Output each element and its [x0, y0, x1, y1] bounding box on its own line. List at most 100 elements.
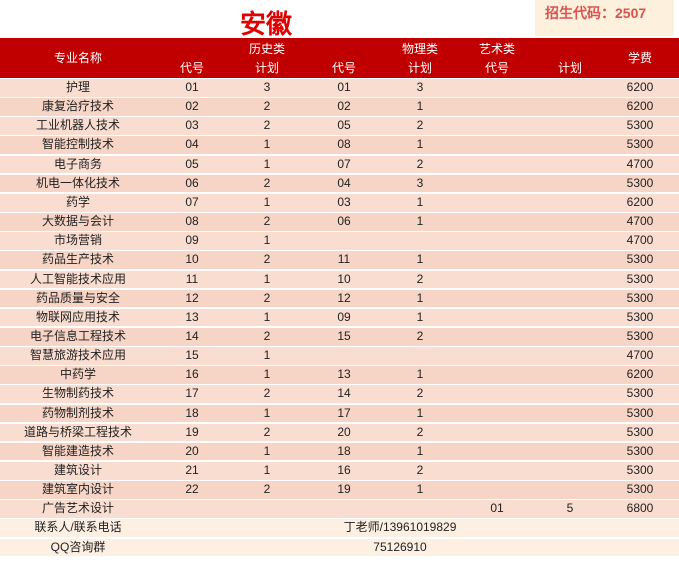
row-bg: [0, 155, 679, 174]
major-name: 智能控制技术: [41, 137, 115, 152]
cell: 1: [416, 99, 424, 114]
footer-value: 丁老师/13961019829: [343, 520, 457, 535]
cell: 5300: [626, 118, 654, 133]
major-name: 中药学: [59, 367, 97, 382]
cell: 2: [263, 424, 271, 439]
cell: 1: [416, 482, 424, 497]
major-name: 药品生产技术: [41, 252, 115, 267]
major-name: 电子商务: [53, 156, 103, 171]
cell: 1: [263, 309, 271, 324]
cell: 5300: [626, 271, 654, 286]
header-cell: 专业名称: [53, 51, 103, 65]
row-bg: [0, 423, 679, 442]
major-name: 市场营销: [53, 233, 103, 248]
cell: 2: [263, 252, 271, 267]
cell: 2: [263, 290, 271, 305]
title: 安徽: [240, 9, 293, 39]
cell: 16: [185, 367, 199, 382]
cell: 5300: [626, 443, 654, 458]
cell: 2: [416, 118, 424, 133]
cell: 07: [337, 156, 351, 171]
cell: 02: [337, 99, 351, 114]
major-name: 人工智能技术应用: [29, 271, 127, 286]
cell: 17: [337, 405, 351, 420]
cell: 1: [416, 137, 424, 152]
major-name: 电子信息工程技术: [29, 328, 127, 343]
enroll-code: 招生代码：2507: [545, 5, 647, 21]
header-band: [0, 38, 679, 78]
cell: 1: [416, 367, 424, 382]
cell: 2: [263, 328, 271, 343]
cell: 1: [416, 309, 424, 324]
cell: 5300: [626, 424, 654, 439]
cell: 5300: [626, 482, 654, 497]
cell: 1: [416, 194, 424, 209]
cell: 6800: [626, 501, 654, 516]
sub-header: 代号: [484, 61, 510, 75]
cell: 04: [185, 137, 199, 152]
cell: 2: [263, 99, 271, 114]
cell: 06: [185, 175, 199, 190]
cell: 09: [337, 309, 351, 324]
cell: 07: [185, 194, 199, 209]
footer-value: 75126910: [373, 539, 427, 554]
cell: 01: [337, 80, 351, 94]
cell: 14: [185, 328, 199, 343]
cell: 2: [263, 214, 271, 229]
sub-header: 计划: [557, 61, 583, 75]
cell: 4700: [626, 233, 654, 248]
cell: 5300: [626, 463, 654, 477]
cell: 4700: [626, 214, 654, 229]
cell: 1: [263, 443, 271, 458]
row-bg: [0, 404, 679, 423]
cell: 02: [185, 99, 199, 114]
cell: 2: [416, 386, 424, 401]
row-bg: [0, 308, 679, 327]
cell: 08: [185, 214, 199, 229]
sub-header: 计划: [407, 61, 433, 75]
cell: 2: [263, 482, 271, 497]
row-bg: [0, 500, 679, 518]
major-name: 生物制药技术: [41, 386, 115, 401]
row-bg: [0, 79, 679, 97]
row-bg: [0, 232, 679, 250]
cell: 1: [263, 348, 271, 363]
cell: 3: [416, 80, 424, 94]
cell: 1: [263, 405, 271, 420]
cell: 16: [337, 463, 351, 477]
cell: 01: [490, 501, 504, 516]
cell: 6200: [626, 367, 654, 382]
major-name: 护理: [65, 80, 91, 94]
cell: 1: [263, 271, 271, 286]
cell: 10: [337, 271, 351, 286]
cell: 19: [185, 424, 199, 439]
cell: 12: [185, 290, 199, 305]
major-name: 物联网应用技术: [35, 309, 121, 324]
cell: 01: [185, 80, 199, 94]
group-header: 历史类: [248, 42, 286, 56]
major-name: 工业机器人技术: [35, 118, 121, 133]
row-bg: [0, 270, 679, 289]
major-name: 道路与桥梁工程技术: [23, 424, 133, 439]
cell: 18: [185, 405, 199, 420]
major-name: 药学: [65, 194, 91, 209]
cell: 15: [337, 328, 351, 343]
major-name: 建筑设计: [53, 463, 103, 477]
cell: 2: [416, 271, 424, 286]
group-header: 物理类: [401, 42, 439, 56]
cell: 04: [337, 175, 351, 190]
cell: 05: [185, 156, 199, 171]
sub-header: 代号: [331, 61, 357, 75]
cell: 5300: [626, 386, 654, 401]
row-bg: [0, 98, 679, 116]
major-name: 建筑室内设计: [41, 482, 115, 497]
cell: 21: [185, 463, 199, 477]
cell: 17: [185, 386, 199, 401]
cell: 15: [185, 348, 199, 363]
major-name: 机电一体化技术: [35, 175, 121, 190]
cell: 5300: [626, 252, 654, 267]
cell: 05: [337, 118, 351, 133]
cell: 20: [185, 443, 199, 458]
footer-label: QQ咨询群: [50, 539, 106, 554]
